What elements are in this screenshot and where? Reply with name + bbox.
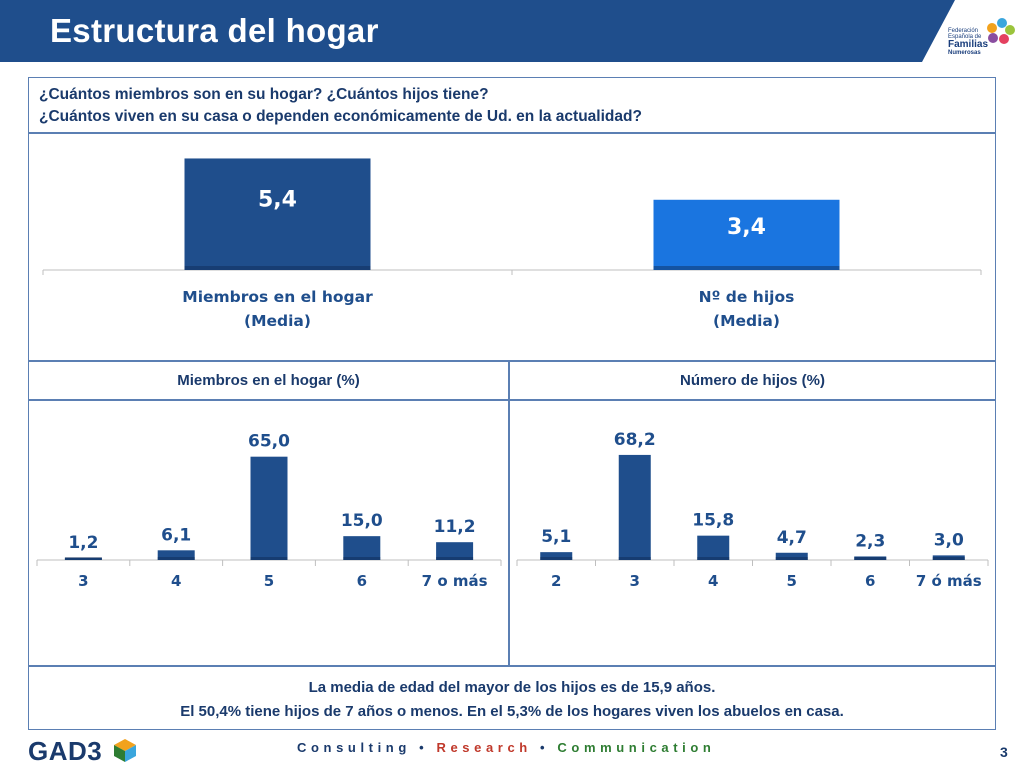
logo-line-3: Familias — [948, 39, 989, 50]
left-section-title: Miembros en el hogar (%) — [177, 372, 360, 389]
means-chart: 5,4 Miembros en el hogar (Media) 3,4 Nº de h… — [42, 158, 982, 330]
means-bar-label: 3,4 — [727, 215, 766, 240]
children-chart-panel: 5,1 2 68,2 3 15,8 4 4,7 5 2,3 6 3,0 7 ó más — [509, 400, 996, 666]
bar — [343, 536, 381, 560]
ffn-logo: Federación Española de Familias Numerosa… — [930, 8, 1020, 64]
category-tick-label: 5 — [787, 572, 797, 590]
category-tick-label: 3 — [78, 572, 88, 590]
bar-value-label: 68,2 — [614, 430, 656, 450]
left-section-header: Miembros en el hogar (%) — [28, 361, 509, 400]
bar-shadow — [250, 557, 288, 560]
bar-value-label: 4,7 — [777, 528, 807, 548]
bar-shadow — [854, 557, 887, 560]
logo-line-1: Federación — [948, 28, 979, 34]
bar-shadow — [618, 557, 651, 560]
category-tick-label: 2 — [551, 572, 561, 590]
means-chart-panel: 5,4 Miembros en el hogar (Media) 3,4 Nº de h… — [28, 133, 996, 361]
right-section-title: Número de hijos (%) — [679, 372, 825, 389]
category-tick-label: 3 — [630, 572, 640, 590]
bar-value-label: 15,0 — [341, 511, 383, 531]
means-bar — [653, 199, 840, 270]
bar — [157, 550, 195, 560]
means-bar-shadow — [653, 266, 840, 270]
bar — [775, 552, 808, 560]
bar-value-label: 2,3 — [855, 531, 885, 551]
means-category-label: (Media) — [244, 312, 311, 330]
flower-logo-icon — [987, 18, 1015, 44]
children-chart: 5,1 2 68,2 3 15,8 4 4,7 5 2,3 6 3,0 7 ó más — [516, 430, 989, 590]
means-bar-label: 5,4 — [258, 187, 297, 212]
logo-line-4: Numerosas — [948, 50, 981, 56]
members-chart: 1,2 3 6,1 4 65,0 5 15,0 6 11,2 7 o más — [36, 432, 502, 590]
bar-value-label: 65,0 — [248, 432, 290, 452]
means-category-label: Miembros en el hogar — [182, 288, 373, 306]
cube-icon — [113, 739, 136, 762]
page-number: 3 — [1000, 744, 1008, 760]
logo-line-2: Española de — [948, 34, 982, 40]
bar-value-label: 11,2 — [434, 517, 476, 537]
bar-shadow — [436, 557, 474, 560]
bar-value-label: 5,1 — [541, 527, 571, 547]
category-tick-label: 6 — [865, 572, 875, 590]
category-tick-label: 4 — [708, 572, 718, 590]
category-tick-label: 4 — [171, 572, 181, 590]
summary-box: La media de edad del mayor de los hijos … — [28, 666, 996, 730]
tagline-research: Research — [436, 740, 532, 755]
bar — [436, 542, 474, 560]
bar-shadow — [932, 557, 965, 560]
tagline-consulting: Consulting — [297, 740, 411, 755]
bar-shadow — [157, 557, 195, 560]
right-section-header: Número de hijos (%) — [509, 361, 996, 400]
category-tick-label: 5 — [264, 572, 274, 590]
bar-value-label: 15,8 — [692, 511, 734, 531]
question-line-2: ¿Cuántos viven en su casa o dependen eco… — [39, 108, 642, 125]
tagline: Consulting • Research • Communication — [297, 740, 715, 755]
bar-value-label: 3,0 — [934, 530, 964, 550]
bar — [540, 552, 573, 560]
bar-shadow — [64, 557, 102, 560]
bar-shadow — [343, 557, 381, 560]
means-bar — [184, 158, 371, 270]
bar-shadow — [540, 557, 573, 560]
summary-line-1: La media de edad del mayor de los hijos … — [308, 679, 716, 696]
bar-value-label: 1,2 — [68, 533, 98, 553]
category-tick-label: 7 ó más — [916, 572, 982, 590]
bar — [250, 456, 288, 560]
page-title: Estructura del hogar — [50, 12, 379, 49]
means-bar-shadow — [184, 266, 371, 270]
bar-shadow — [775, 557, 808, 560]
category-tick-label: 6 — [357, 572, 367, 590]
bar-shadow — [697, 557, 730, 560]
brand-name: GAD3 — [28, 736, 103, 766]
means-category-label: (Media) — [713, 312, 780, 330]
bar-value-label: 6,1 — [161, 525, 191, 545]
category-tick-label: 7 o más — [422, 572, 488, 590]
summary-line-2: El 50,4% tiene hijos de 7 años o menos. … — [180, 703, 844, 720]
bar — [697, 535, 730, 560]
header-shape — [0, 0, 955, 62]
tagline-communication: Communication — [557, 740, 716, 755]
means-category-label: Nº de hijos — [699, 288, 795, 306]
gad3-logo: GAD3 — [28, 736, 138, 767]
question-line-1: ¿Cuántos miembros son en su hogar? ¿Cuán… — [39, 86, 489, 103]
bar — [618, 454, 651, 560]
tagline-separator-2: • — [540, 740, 550, 755]
header-banner: Estructura del hogar Federación Española… — [0, 0, 1024, 62]
members-chart-panel: 1,2 3 6,1 4 65,0 5 15,0 6 11,2 7 o más — [28, 400, 509, 666]
tagline-separator-1: • — [419, 740, 429, 755]
question-box: ¿Cuántos miembros son en su hogar? ¿Cuán… — [28, 77, 996, 133]
